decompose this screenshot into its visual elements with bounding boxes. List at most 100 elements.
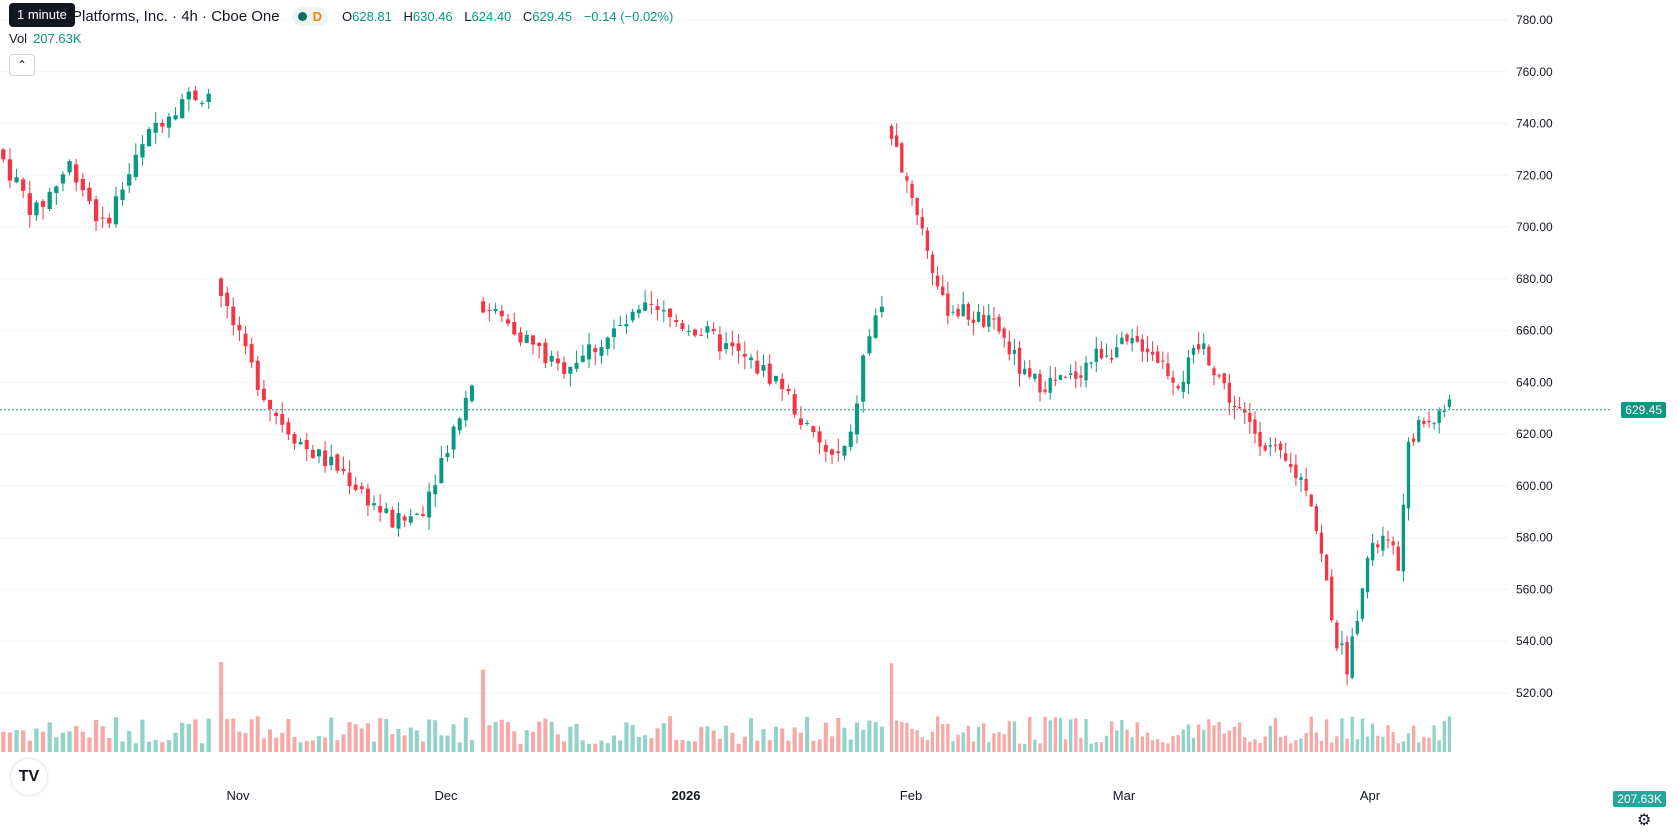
volume-bar [1314,732,1319,752]
time-tick-label: Dec [434,788,458,803]
volume-bar [1324,719,1329,752]
tradingview-logo[interactable]: TV [11,759,47,795]
candle-body [261,388,266,401]
volume-bar [1222,733,1226,752]
gear-icon[interactable]: ⚙ [1637,812,1652,829]
candle-body [310,449,315,459]
volume-bar [823,722,828,752]
market-status[interactable]: D [291,6,328,26]
candle-body [286,422,291,435]
volume-bar [920,737,924,752]
volume-bar [1217,721,1221,752]
candle-body [67,161,72,173]
time-tick-label: Apr [1360,788,1381,803]
candle-body [420,514,425,516]
volume-bar [1140,736,1145,752]
volume-bar [655,728,660,752]
chevron-up-icon: ⌃ [16,58,28,72]
volume-bar [1227,730,1232,752]
volume-bar [811,740,816,752]
candle-body [1069,373,1073,376]
price-axis[interactable]: 780.00 760.00 740.00 720.00 700.00 680.00 660.… [1516,13,1553,700]
volume-bar [243,733,248,752]
volume-bar [1028,717,1032,752]
candle-body [562,362,567,374]
volume-bar [1248,741,1252,752]
candle-body [1099,348,1104,359]
volume-bar [935,716,940,752]
volume-bar [292,736,297,752]
candle-body [956,308,960,317]
price-tick-label: 700.00 [1516,220,1553,234]
volume-bar [378,718,383,752]
candle-body [555,358,560,364]
volume-bar [861,729,866,752]
candle-body [402,516,407,521]
volume-bar [1283,735,1288,752]
volume-bar [237,731,242,752]
candle-body [686,330,691,332]
candle-body [1053,379,1058,381]
volume-bar [341,734,346,752]
volume-bar [1422,736,1426,752]
candle-body [920,217,924,229]
volume-bar [1115,730,1119,752]
candle-body [1304,479,1308,491]
candle-body [1391,541,1395,546]
volume-bar [1089,743,1093,752]
candle-body [900,143,904,173]
volume-bar [879,726,884,752]
volume-bar [736,743,741,752]
candle-body [1212,368,1216,376]
candle-body [1248,412,1252,422]
candle-body [1166,363,1170,377]
candle-body [1017,347,1022,374]
candle-body [193,90,198,100]
volume-bar [323,737,328,752]
candle-body [1115,347,1119,358]
candle-body [107,217,112,224]
volume-bar [372,741,377,752]
volume-bar [1074,718,1078,752]
candle-body [889,126,894,139]
candle-body [1028,368,1032,377]
close-value: 629.45 [532,8,573,24]
candle-body [711,328,716,332]
volume-bar [1447,716,1452,752]
volume-bar [100,726,105,752]
candle-body [742,353,747,357]
volume-bar [1038,743,1042,752]
volume-bar [268,729,273,752]
volume-bar [1427,737,1431,752]
volume-bar [1120,720,1124,752]
candle-body [1150,351,1155,355]
candle-body [587,344,592,360]
volume-bar [1442,721,1446,752]
candle-body [730,342,735,347]
candle-body [243,333,248,347]
candle-body [1237,407,1242,409]
collapse-legend-button[interactable]: ⌃ [9,54,35,76]
candle-body [987,315,991,327]
symbol-title[interactable]: Platforms, Inc. · 4h · Cboe One [72,7,280,25]
time-axis[interactable]: Nov Dec 2026 Feb Mar Apr [226,788,1380,803]
candle-body [427,491,432,518]
volume-bar [255,716,260,752]
volume-bar [900,721,904,752]
candles [1,85,1452,686]
volume-bar [80,731,85,752]
candle-body [915,197,919,216]
candle-body [982,314,986,327]
volume-bar [21,730,26,752]
candle-body [1376,544,1380,548]
volume-bar [599,740,604,752]
candle-body [854,403,859,435]
volume-bar [1376,735,1380,752]
volume-bar [304,741,309,752]
volume-bar [1063,739,1068,752]
volume-bar [206,718,211,752]
candle-body [1058,375,1063,380]
candle-body [280,414,285,425]
candle-body [21,179,26,191]
